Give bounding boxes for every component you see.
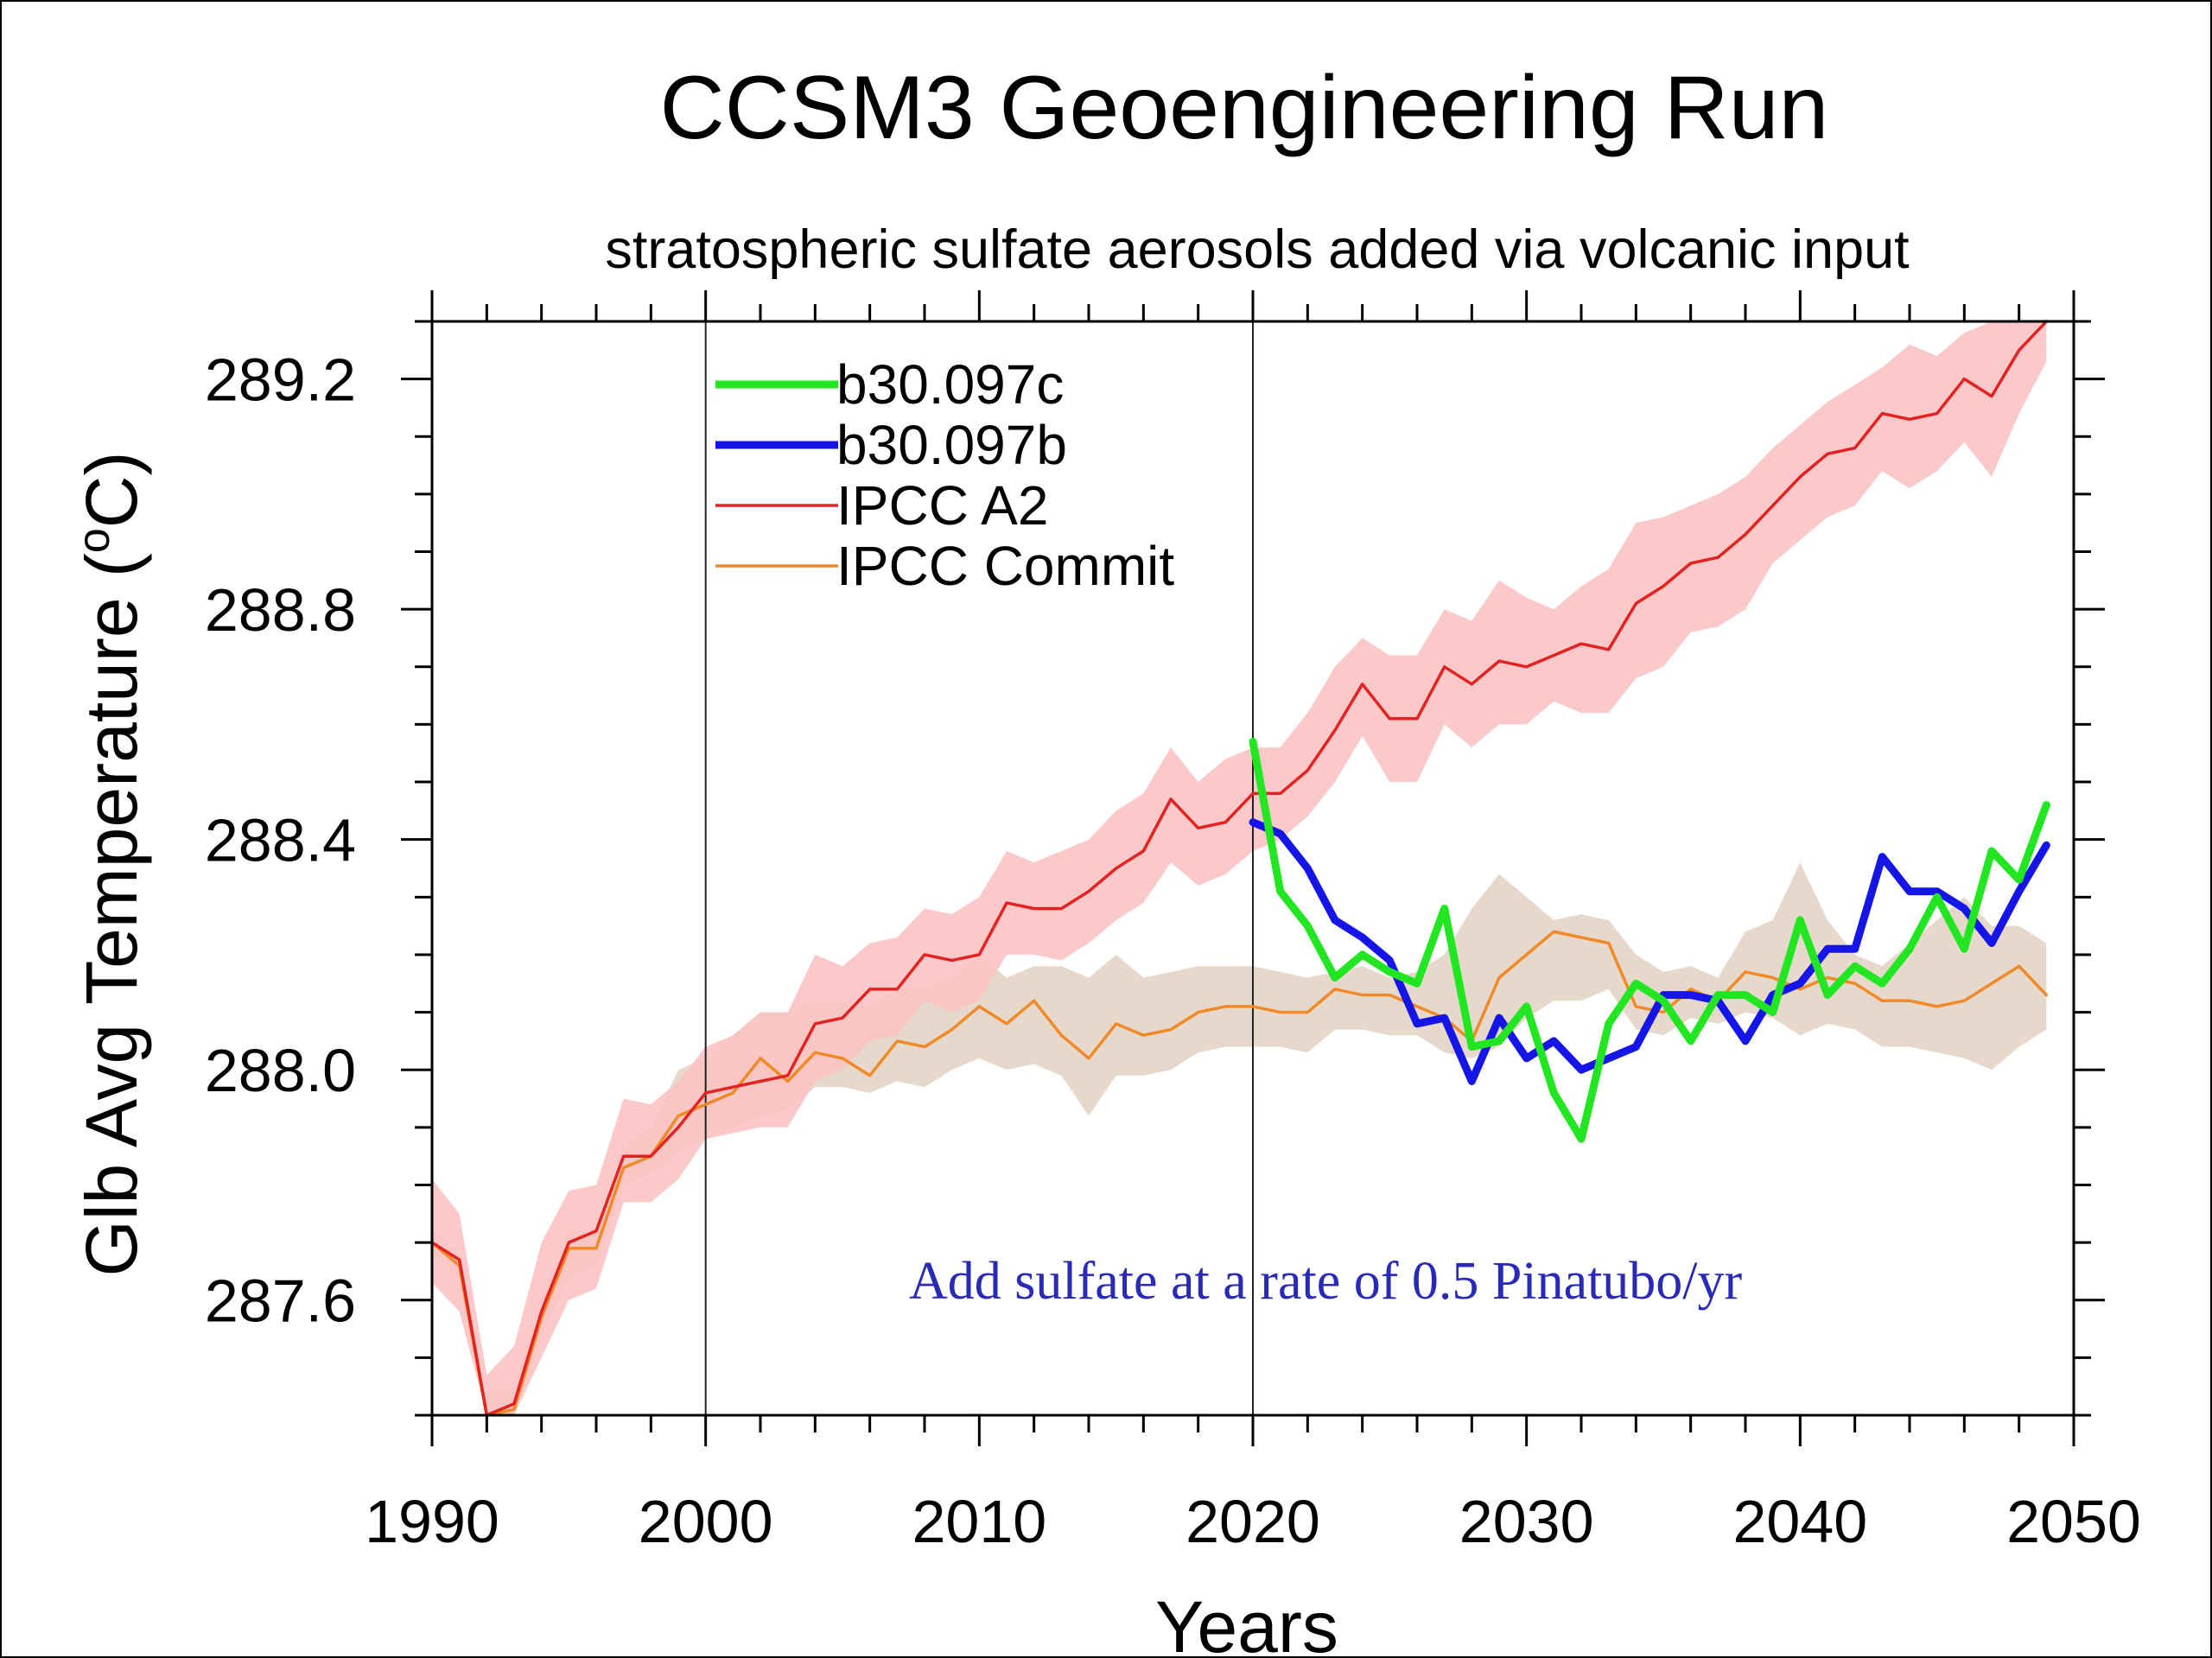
legend-label: b30.097b bbox=[836, 414, 1067, 476]
series-line-ipcc-commit bbox=[430, 930, 2049, 1417]
y-tick-label: 287.6 bbox=[205, 1267, 356, 1335]
band-ipcc-a2 bbox=[432, 321, 2047, 1415]
plot-axes bbox=[401, 290, 2105, 1446]
chart-title: CCSM3 Geoengineering Run bbox=[660, 58, 1829, 158]
y-axis-label-unit: C) bbox=[71, 452, 152, 529]
uncertainty-bands bbox=[432, 321, 2047, 1415]
series-line-b30-097c bbox=[1249, 737, 2050, 1143]
annotation-text: Add sulfate at a rate of 0.5 Pinatubo/yr bbox=[909, 1252, 1743, 1311]
x-tick-label: 2010 bbox=[912, 1488, 1046, 1555]
y-axis-label-main: Glb Avg Temperature ( bbox=[71, 553, 152, 1276]
series-line-ipcc-a2 bbox=[430, 320, 2049, 1417]
x-tick-label: 2000 bbox=[639, 1488, 773, 1555]
series-lines bbox=[430, 320, 2050, 1417]
chart-subtitle: stratospheric sulfate aerosols added via… bbox=[605, 219, 1910, 280]
series-line-b30-097b bbox=[1249, 818, 2050, 1085]
y-axis-label: Glb Avg Temperature (oC) bbox=[69, 452, 152, 1277]
tick-labels: 1990 2000 2010 2020 2030 2040 2050 287.6 288.0 28… bbox=[205, 346, 2141, 1555]
reference-lines bbox=[704, 321, 1254, 1415]
y-tick-label: 288.8 bbox=[205, 576, 356, 644]
x-tick-label: 2020 bbox=[1185, 1488, 1320, 1555]
y-tick-label: 288.0 bbox=[205, 1037, 356, 1104]
legend-label: b30.097c bbox=[836, 353, 1064, 416]
band-ipcc-commit bbox=[432, 862, 2047, 1415]
x-tick-label: 2050 bbox=[2006, 1488, 2141, 1555]
y-tick-label: 289.2 bbox=[205, 346, 356, 414]
legend-label: IPCC Commit bbox=[836, 535, 1174, 597]
x-tick-label: 1990 bbox=[365, 1488, 499, 1555]
y-tick-label: 288.4 bbox=[205, 807, 356, 874]
x-tick-label: 2030 bbox=[1459, 1488, 1594, 1555]
x-axis-label: Years bbox=[1155, 1586, 1338, 1658]
y-axis-label-degree: o bbox=[69, 528, 119, 553]
x-tick-label: 2040 bbox=[1732, 1488, 1867, 1555]
legend-label: IPCC A2 bbox=[836, 474, 1048, 537]
